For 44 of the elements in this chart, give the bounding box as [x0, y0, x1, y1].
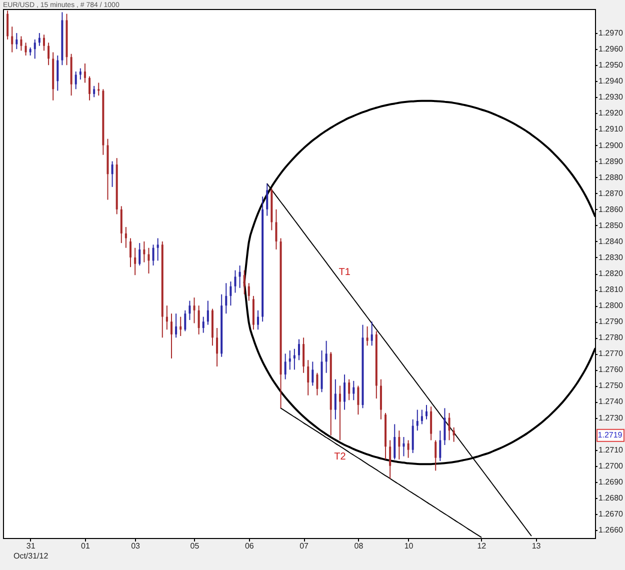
y-tick-label: 1.2840	[598, 236, 624, 246]
x-tick-label: 10	[404, 542, 414, 550]
x-tick-label: 01	[81, 542, 90, 550]
y-tick-label: 1.2780	[598, 333, 624, 342]
series-label: T1	[338, 266, 351, 278]
y-tick-label: 1.2820	[598, 269, 624, 278]
y-tick-label: 1.2800	[598, 301, 624, 310]
y-tick-label: 1.2860	[598, 204, 624, 214]
y-tick-label: 1.2770	[598, 349, 624, 358]
y-tick-label: 1.2880	[598, 172, 624, 182]
x-tick-label: 06	[244, 542, 254, 550]
x-tick-label: 31 Oct/31/12	[13, 542, 49, 560]
x-tick-label: 03	[131, 542, 141, 550]
x-tick-label: 12	[477, 542, 487, 550]
y-tick-label: 1.2680	[598, 493, 624, 502]
y-tick-label: 1.2910	[598, 124, 624, 134]
y-tick-label: 1.2830	[598, 252, 624, 262]
y-tick-label: 1.2960	[598, 44, 624, 54]
y-tick-label: 1.2670	[598, 509, 624, 518]
x-tick-label: 05	[190, 542, 200, 550]
y-tick-label: 1.2750	[598, 381, 624, 390]
y-tick-label: 1.2930	[598, 92, 624, 102]
y-tick-label: 1.2850	[598, 220, 624, 230]
y-tick-label: 1.2660	[598, 525, 624, 534]
y-tick-label: 1.2740	[598, 397, 624, 406]
text: 1.2719	[598, 430, 623, 440]
y-tick-label: 1.2700	[598, 461, 624, 470]
y-tick-label: 1.2710	[598, 445, 624, 454]
y-tick-label: 1.2760	[598, 365, 624, 374]
y-tick-label: 1.2950	[598, 60, 624, 70]
y-tick-label: 1.2890	[598, 156, 624, 166]
y-tick-label: 1.2900	[598, 140, 624, 150]
x-tick-label: 13	[532, 542, 542, 550]
x-tick-label: 07	[300, 542, 310, 550]
y-tick-label: 1.2790	[598, 317, 624, 326]
y-tick-label: 1.2940	[598, 76, 624, 86]
series-label: T2	[334, 451, 346, 462]
y-tick-label: 1.2730	[598, 413, 624, 422]
y-tick-label: 1.2970	[598, 28, 624, 38]
y-tick-label: 1.2690	[598, 477, 624, 486]
y-tick-label: 1.2920	[598, 108, 624, 118]
y-tick-label: 1.2870	[598, 188, 624, 198]
y-tick-label: 1.2810	[598, 285, 624, 294]
x-tick-label: 08	[354, 542, 364, 550]
